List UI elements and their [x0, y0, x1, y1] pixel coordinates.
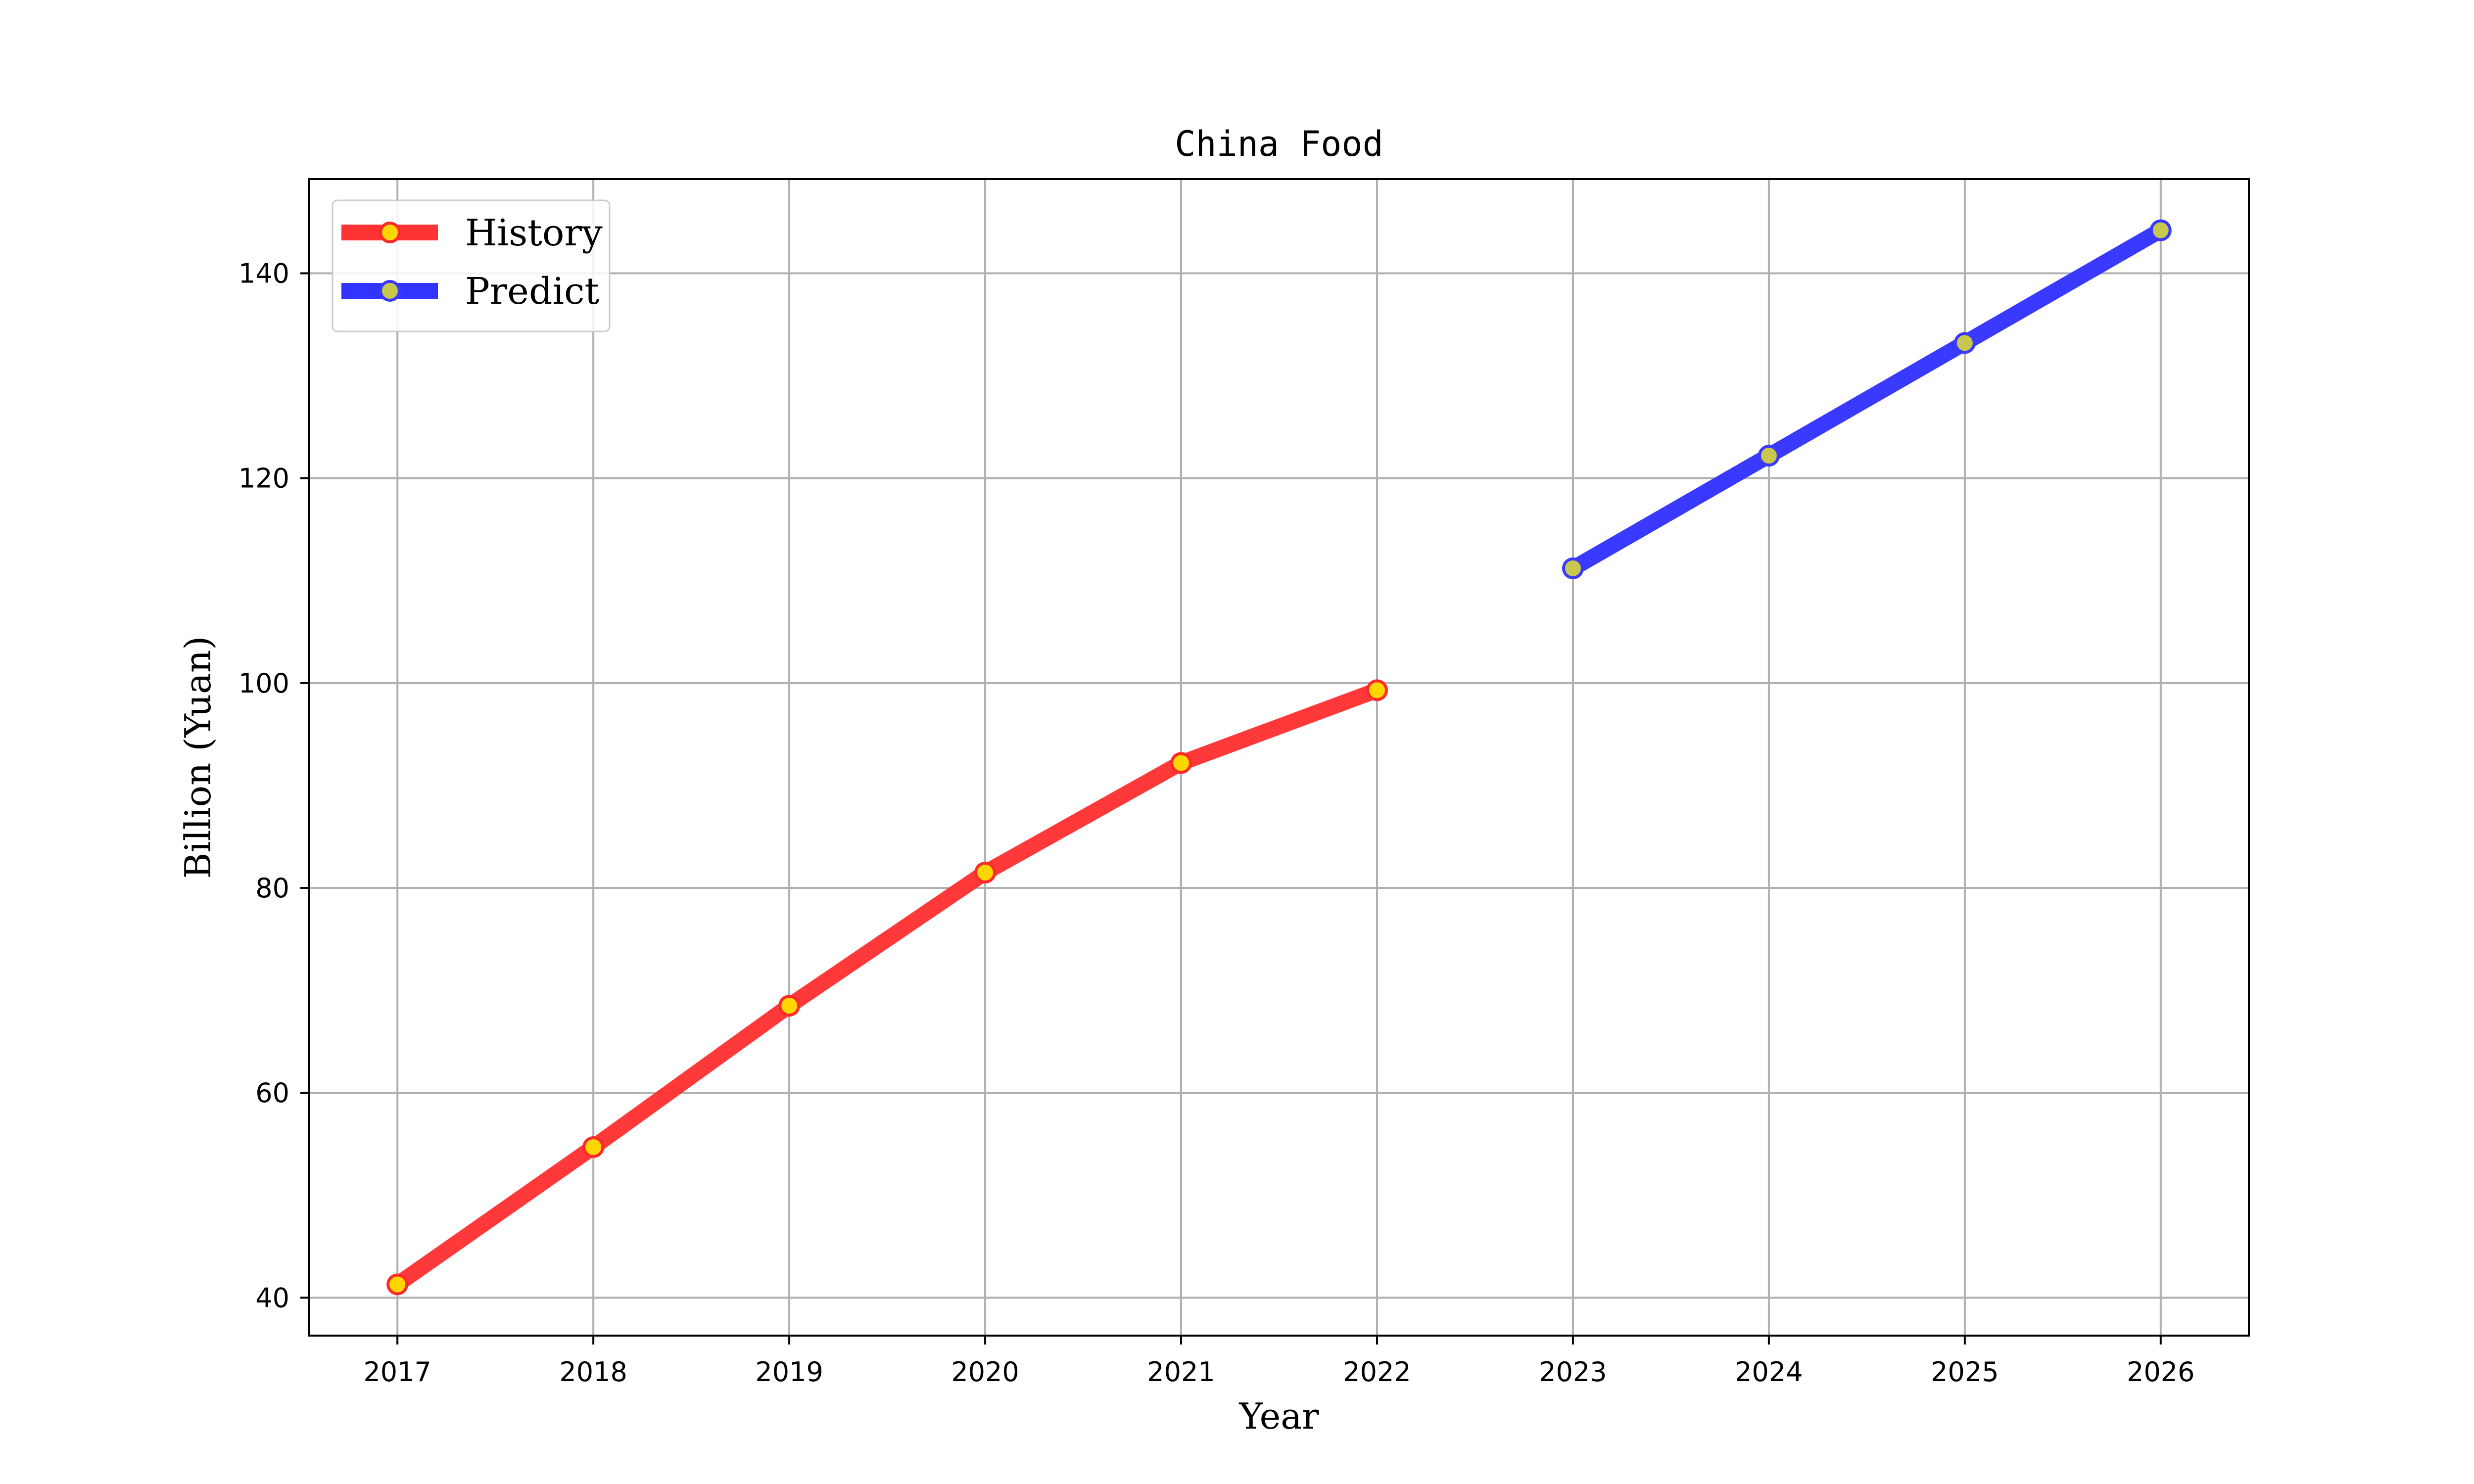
- x-tick-label: 2017: [363, 1356, 431, 1388]
- y-tick-label: 100: [238, 668, 289, 699]
- series-line-history: [392, 683, 1380, 1291]
- series-layer: [386, 219, 2172, 1296]
- data-point-predict: [2149, 219, 2172, 241]
- data-point-history: [386, 1273, 409, 1296]
- grid: [309, 179, 2249, 1336]
- x-tick-label: 2021: [1147, 1356, 1215, 1388]
- y-tick-label: 140: [238, 258, 289, 289]
- data-point-predict: [1953, 332, 1976, 354]
- x-tick-label: 2024: [1735, 1356, 1803, 1388]
- legend-label-history: History: [465, 212, 603, 254]
- x-tick-label: 2026: [2127, 1356, 2194, 1388]
- x-tick-label: 2020: [951, 1356, 1019, 1388]
- x-tick-label: 2022: [1343, 1356, 1411, 1388]
- x-tick-label: 2023: [1539, 1356, 1607, 1388]
- y-tick-label: 120: [238, 463, 289, 494]
- x-axis-label: Year: [1238, 1395, 1319, 1437]
- legend-label-predict: Predict: [465, 270, 599, 313]
- y-tick-label: 80: [255, 873, 289, 904]
- legend-marker-predict: [379, 280, 401, 302]
- ticks: 2017 2018 2019 2020 2021 2022 2023 2024 2025 2026…: [238, 258, 2195, 1388]
- y-tick-label: 40: [255, 1282, 289, 1313]
- data-point-history: [778, 995, 801, 1017]
- legend: History Predict: [332, 199, 611, 332]
- y-axis-label: Billion (Yuan): [177, 636, 219, 879]
- series-line-predict: [1569, 223, 2165, 575]
- y-tick-label: 60: [255, 1077, 289, 1109]
- chart-title: China Food: [1175, 124, 1383, 164]
- x-tick-label: 2019: [755, 1356, 823, 1388]
- legend-marker-history: [379, 222, 401, 243]
- data-point-history: [1170, 752, 1192, 774]
- data-point-history: [1366, 679, 1388, 701]
- data-point-history: [974, 861, 997, 883]
- x-tick-label: 2025: [1931, 1356, 1998, 1388]
- data-point-history: [582, 1136, 605, 1158]
- data-point-predict: [1758, 445, 1780, 467]
- plot-frame: [308, 178, 2250, 1337]
- data-point-predict: [1562, 557, 1584, 579]
- x-tick-label: 2018: [559, 1356, 627, 1388]
